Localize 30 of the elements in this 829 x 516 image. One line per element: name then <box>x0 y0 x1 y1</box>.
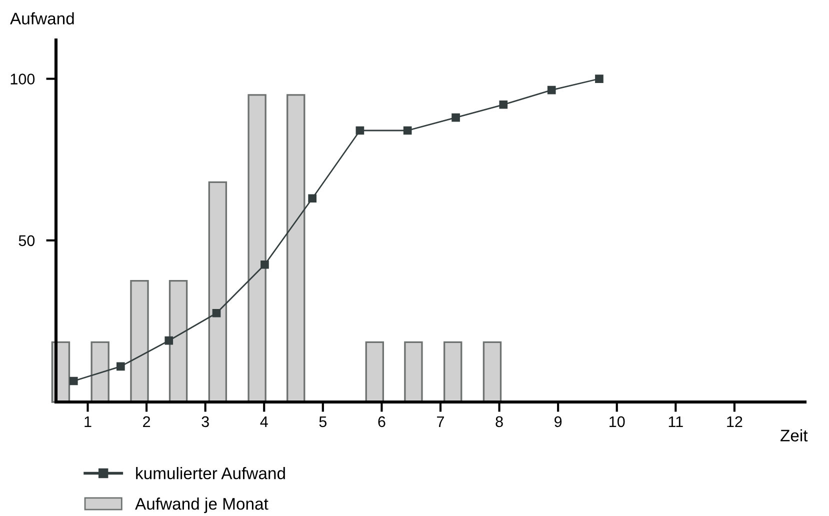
point <box>164 336 174 345</box>
point <box>69 376 78 386</box>
x-tick-label: 11 <box>668 416 683 427</box>
point <box>260 260 269 269</box>
x-tick-label: 10 <box>610 416 625 428</box>
x-tick-label: 2 <box>143 416 150 427</box>
point <box>547 86 556 94</box>
point <box>116 362 125 371</box>
point <box>452 113 460 122</box>
point <box>308 194 316 203</box>
y-tick-label: 100 <box>10 74 35 84</box>
x-tick-label: 7 <box>437 416 444 427</box>
x-tick-label: 12 <box>727 416 742 427</box>
x-tick-label: 9 <box>554 416 562 428</box>
point <box>595 74 604 83</box>
point <box>499 100 508 109</box>
y-axis-title: Aufwand <box>10 12 74 24</box>
y-tick-label: 50 <box>18 235 35 246</box>
x-tick-label: 8 <box>496 416 503 428</box>
x-tick-label: 5 <box>319 416 327 428</box>
point <box>403 126 412 135</box>
x-tick-label: 4 <box>260 416 268 427</box>
legend-label: kumulierter Aufwand <box>136 467 285 480</box>
point <box>356 126 364 135</box>
x-tick-label: 6 <box>378 416 386 428</box>
point <box>212 308 221 318</box>
x-tick-label: 1 <box>84 416 92 427</box>
legend-label: Aufwand je Monat <box>135 498 268 514</box>
x-tick-label: 3 <box>202 416 209 428</box>
x-axis-title: Zeit <box>780 429 808 442</box>
